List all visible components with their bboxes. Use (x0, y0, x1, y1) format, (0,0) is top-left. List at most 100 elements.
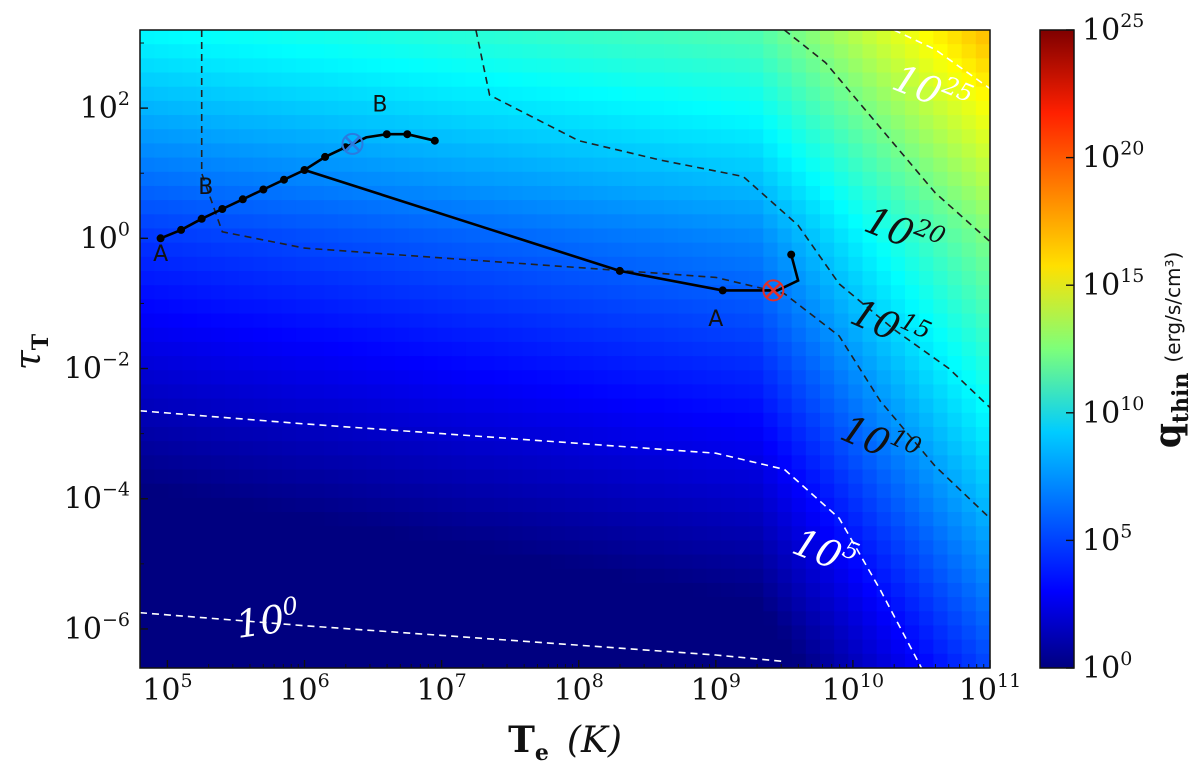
heatmap-cell (140, 228, 155, 244)
heatmap-cell (763, 441, 779, 456)
heatmap-cell (267, 100, 283, 116)
heatmap-cell (862, 384, 878, 400)
heatmap-cell (550, 469, 566, 485)
heatmap-cell (338, 639, 354, 655)
heatmap-cell (423, 256, 439, 272)
heatmap-cell (366, 242, 382, 258)
heatmap-cell (281, 115, 297, 130)
heatmap-cell (182, 86, 198, 102)
heatmap-cell (664, 398, 679, 414)
heatmap-cell (324, 285, 339, 300)
heatmap-cell (168, 412, 184, 428)
heatmap-cell (720, 625, 736, 641)
heatmap-cell (253, 384, 269, 400)
heatmap-cell (862, 426, 878, 442)
heatmap-cell (281, 72, 297, 88)
heatmap-cell (140, 214, 155, 230)
heatmap-cell (607, 200, 623, 215)
tick-exp: 20 (1120, 138, 1144, 160)
heatmap-cell (239, 526, 254, 541)
heatmap-cell (409, 143, 424, 159)
heatmap-cell (777, 497, 793, 513)
heatmap-cell (834, 582, 849, 598)
heatmap-cell (451, 455, 467, 471)
heatmap-cell (140, 285, 155, 300)
heatmap-cell (465, 100, 481, 116)
heatmap-cell (621, 455, 637, 471)
heatmap-cell (295, 72, 311, 88)
heatmap-cell (451, 469, 467, 485)
heatmap-cell (975, 285, 990, 300)
heatmap-cell (182, 171, 198, 187)
heatmap-cell (380, 313, 396, 329)
heatmap-cell (735, 100, 750, 116)
heatmap-cell (820, 526, 835, 541)
heatmap-cell (791, 285, 807, 300)
heatmap-cell (380, 271, 396, 286)
heatmap-cell (919, 214, 934, 230)
heatmap-cell (763, 653, 779, 668)
heatmap-cell (763, 129, 779, 145)
heatmap-cell (409, 384, 424, 400)
heatmap-cell (366, 72, 382, 88)
heatmap-cell (196, 100, 212, 116)
heatmap-cell (352, 58, 368, 74)
heatmap-cell (536, 370, 552, 386)
heatmap-cell (295, 554, 311, 570)
heatmap-cell (593, 285, 609, 300)
heatmap-cell (154, 653, 169, 668)
heatmap-cell (550, 625, 566, 641)
heatmap-cell (437, 455, 453, 471)
heatmap-cell (550, 384, 566, 400)
heatmap-cell (196, 398, 212, 414)
heatmap-cell (380, 568, 396, 584)
heatmap-cell (961, 271, 977, 286)
heatmap-cell (650, 426, 665, 442)
heatmap-cell (550, 271, 566, 286)
heatmap-cell (905, 469, 920, 485)
heatmap-cell (522, 554, 538, 570)
heatmap-cell (225, 512, 240, 527)
heatmap-cell (480, 356, 495, 371)
heatmap-cell (423, 44, 439, 59)
heatmap-cell (465, 384, 481, 400)
heatmap-cell (437, 625, 453, 641)
heatmap-cell (919, 597, 934, 612)
heatmap-cell (777, 299, 793, 315)
heatmap-cell (480, 327, 495, 343)
heatmap-cell (565, 426, 580, 442)
heatmap-cell (848, 639, 864, 655)
heatmap-cell (876, 597, 892, 612)
tick-base: 10 (691, 673, 729, 708)
heatmap-cell (565, 185, 580, 201)
heatmap-cell (820, 143, 835, 159)
heatmap-cell (182, 441, 198, 456)
heatmap-cell (465, 129, 481, 145)
heatmap-cell (805, 58, 821, 74)
heatmap-cell (890, 441, 906, 456)
heatmap-cell (862, 341, 878, 357)
heatmap-cell (720, 129, 736, 145)
heatmap-cell (536, 526, 552, 541)
heatmap-cell (140, 143, 155, 159)
heatmap-cell (706, 256, 722, 272)
heatmap-cell (451, 86, 467, 102)
heatmap-cell (267, 72, 283, 88)
heatmap-cell (324, 327, 339, 343)
heatmap-cell (650, 115, 665, 130)
heatmap-cell (735, 582, 750, 598)
heatmap-cell (338, 483, 354, 499)
heatmap-cell (593, 115, 609, 130)
heatmap-cell (154, 384, 169, 400)
heatmap-cell (154, 412, 169, 428)
heatmap-cell (324, 426, 339, 442)
heatmap-cell (621, 72, 637, 88)
heatmap-cell (295, 384, 311, 400)
tick-base: 10 (279, 673, 317, 708)
heatmap-cell (140, 526, 155, 541)
heatmap-cell (182, 540, 198, 556)
heatmap-cell (522, 497, 538, 513)
heatmap-cell (253, 398, 269, 414)
heatmap-cell (225, 86, 240, 102)
heatmap-cell (749, 129, 764, 145)
